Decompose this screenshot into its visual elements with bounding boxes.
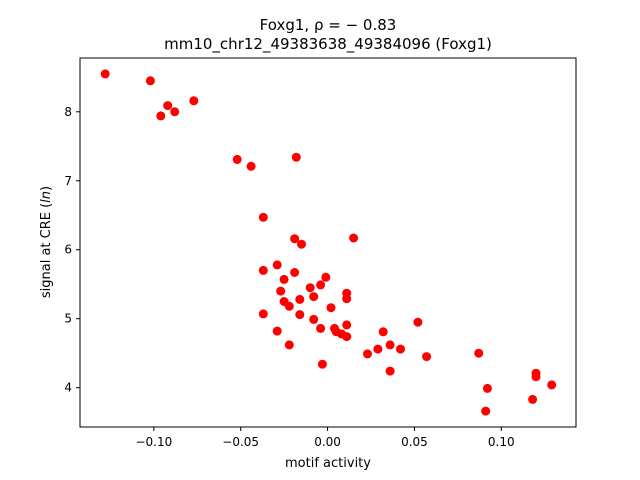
data-point — [482, 383, 492, 393]
x-tick-label: −0.05 — [222, 435, 259, 449]
data-point — [163, 101, 173, 111]
y-tick-label: 8 — [64, 105, 72, 119]
data-point — [385, 340, 395, 350]
data-point — [100, 69, 110, 79]
y-axis-ticks: 4 5 6 7 8 — [64, 105, 80, 395]
data-point — [373, 344, 383, 354]
x-tick-label: 0.05 — [401, 435, 428, 449]
y-axis-label-suffix: ) — [39, 186, 54, 191]
data-point — [246, 161, 256, 171]
x-tick-label: −0.10 — [135, 435, 172, 449]
y-axis-label-italic: ln — [39, 191, 54, 203]
data-point — [232, 154, 242, 164]
data-point — [321, 272, 331, 282]
data-point — [284, 301, 294, 311]
data-point — [291, 152, 301, 162]
data-points — [100, 69, 557, 416]
data-point — [156, 111, 166, 121]
y-tick-label: 4 — [64, 381, 72, 395]
data-point — [342, 320, 352, 330]
data-point — [378, 327, 388, 337]
data-point — [170, 107, 180, 117]
data-point — [305, 283, 315, 293]
x-tick-label: 0.10 — [488, 435, 515, 449]
data-point — [290, 234, 300, 244]
data-point — [276, 286, 286, 296]
data-point — [385, 366, 395, 376]
data-point — [342, 332, 352, 342]
y-tick-label: 5 — [64, 312, 72, 326]
data-point — [326, 303, 336, 313]
data-point — [290, 268, 300, 277]
data-point — [547, 380, 557, 390]
data-point — [295, 294, 305, 304]
data-point — [349, 233, 359, 243]
y-tick-label: 6 — [64, 243, 72, 257]
data-point — [145, 76, 155, 86]
data-point — [422, 352, 432, 362]
data-point — [297, 239, 306, 249]
data-point — [272, 260, 282, 270]
data-point — [528, 394, 538, 404]
data-point — [309, 292, 319, 302]
data-point — [474, 348, 484, 358]
data-point — [258, 265, 268, 275]
data-point — [317, 359, 327, 369]
y-axis-label: signal at CRE (ln) — [39, 186, 54, 298]
chart-title-line-2: mm10_chr12_49383638_49384096 (Foxg1) — [164, 35, 492, 54]
data-point — [295, 310, 305, 320]
data-point — [316, 323, 326, 333]
y-axis-label-prefix: signal at CRE ( — [39, 203, 54, 298]
x-tick-label: 0.00 — [314, 435, 341, 449]
x-axis-ticks: −0.10 −0.05 0.00 0.05 0.10 — [135, 427, 515, 449]
data-point — [363, 349, 372, 359]
data-point — [309, 314, 319, 324]
chart-title-line-1: Foxg1, ρ = − 0.83 — [260, 16, 397, 34]
data-point — [189, 96, 199, 106]
data-point — [272, 326, 282, 336]
data-point — [396, 344, 405, 354]
data-point — [413, 317, 423, 327]
data-point — [284, 340, 294, 350]
data-point — [258, 212, 268, 222]
x-axis-label: motif activity — [285, 456, 371, 471]
data-point — [258, 309, 268, 319]
data-point — [316, 280, 326, 290]
data-point — [531, 372, 541, 382]
data-point — [342, 294, 352, 304]
y-tick-label: 7 — [64, 174, 72, 188]
data-point — [279, 274, 289, 284]
data-point — [481, 406, 491, 416]
